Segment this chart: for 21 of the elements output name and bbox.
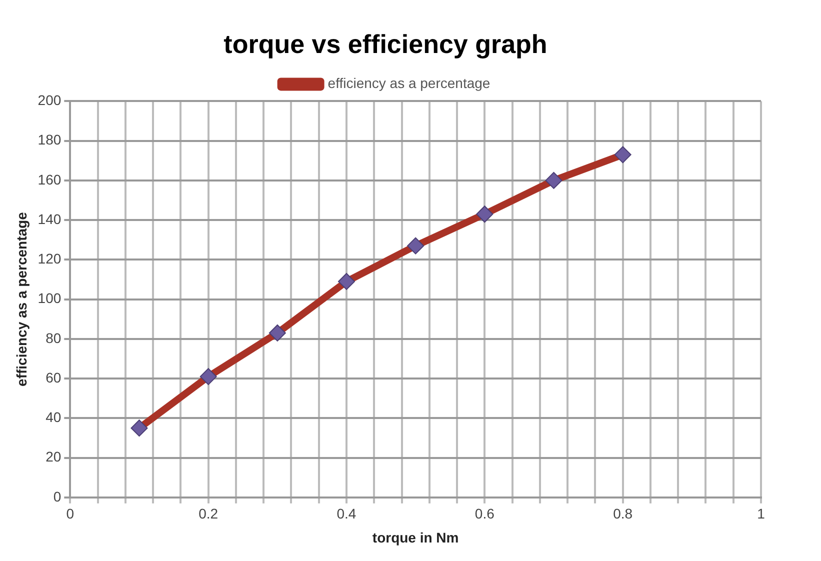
x-tick-label: 0 [66, 506, 74, 522]
y-tick-label: 120 [38, 250, 62, 267]
y-axis-title: efficiency as a percentage [13, 212, 30, 386]
x-axis-title: torque in Nm [372, 529, 459, 546]
y-tick-label: 180 [38, 132, 62, 148]
x-tick-label: 0.2 [198, 506, 218, 522]
y-tick-label: 100 [38, 290, 62, 306]
x-tick-label: 0.6 [474, 506, 495, 522]
y-tick-label: 40 [46, 409, 62, 426]
x-tick-label: 0.4 [336, 506, 356, 522]
x-tick-label: 1 [757, 506, 766, 522]
y-tick-label: 140 [38, 210, 62, 227]
legend-label: efficiency as a percentage [328, 75, 490, 92]
x-tick-label: 0.8 [613, 506, 633, 522]
y-tick-label: 200 [38, 92, 62, 108]
y-tick-label: 20 [46, 448, 62, 465]
y-tick-label: 60 [46, 369, 62, 386]
chart-title: torque vs efficiency graph [224, 28, 548, 59]
y-tick-label: 0 [53, 488, 62, 504]
y-tick-label: 80 [46, 330, 62, 346]
y-tick-label: 160 [38, 171, 62, 188]
